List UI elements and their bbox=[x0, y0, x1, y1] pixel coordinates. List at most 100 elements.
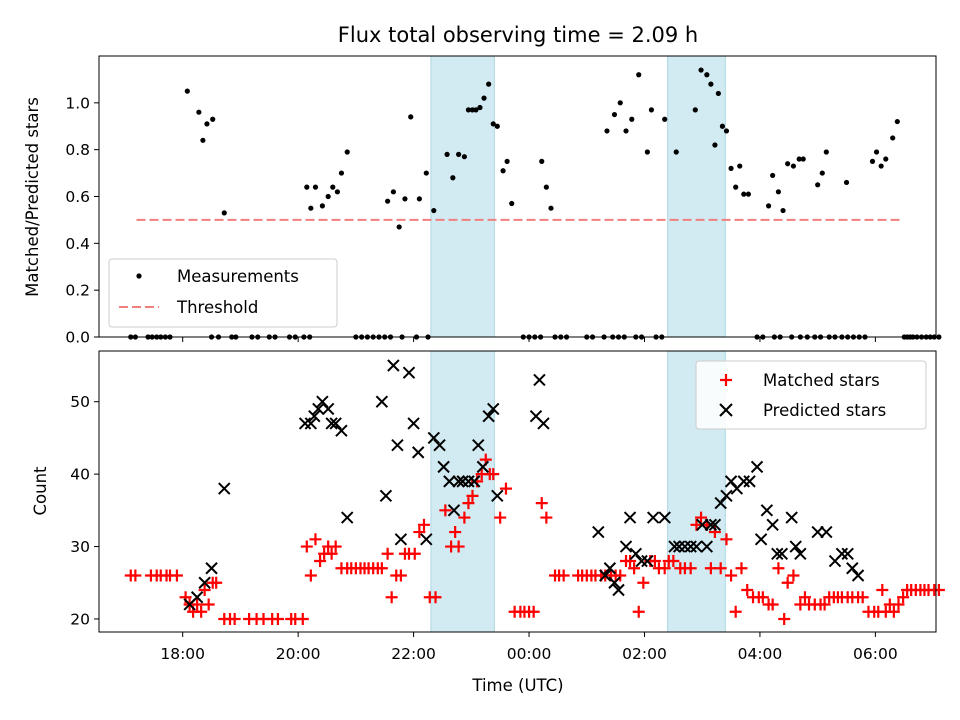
predicted-star-point bbox=[447, 504, 461, 517]
top-y-label: Matched/Predicted stars bbox=[23, 97, 42, 297]
legend-predicted-marker bbox=[719, 403, 733, 417]
predicted-star-point bbox=[794, 547, 807, 560]
measurement-point bbox=[330, 184, 336, 190]
measurement-point bbox=[423, 170, 429, 176]
measurement-point bbox=[648, 107, 655, 113]
shaded-interval bbox=[430, 350, 495, 633]
measurement-point bbox=[698, 67, 704, 73]
measurement-point bbox=[780, 207, 786, 214]
measurement-points bbox=[128, 67, 942, 340]
matched-star-point bbox=[818, 598, 831, 611]
matched-star-point bbox=[452, 540, 465, 553]
matched-star-point bbox=[557, 569, 570, 582]
predicted-star-point bbox=[646, 511, 660, 524]
predicted-star-point bbox=[482, 409, 495, 423]
measurement-point bbox=[692, 107, 698, 113]
predicted-star-point bbox=[603, 562, 617, 575]
measurement-point bbox=[344, 149, 350, 155]
x-axis-label: Time (UTC) bbox=[471, 676, 563, 695]
predicted-star-point bbox=[467, 475, 481, 488]
measurement-point bbox=[539, 158, 545, 164]
legend-matched-label: Matched stars bbox=[763, 371, 880, 390]
measurement-point bbox=[416, 196, 422, 202]
matched-star-point bbox=[658, 562, 671, 575]
measurement-point bbox=[509, 200, 515, 207]
matched-star-point bbox=[494, 511, 507, 524]
matched-star-point bbox=[129, 569, 142, 582]
measurement-point bbox=[704, 72, 710, 78]
x-tick-label: 02:00 bbox=[622, 645, 667, 663]
predicted-star-point bbox=[608, 576, 621, 589]
measurement-point bbox=[662, 116, 668, 122]
matched-star-point bbox=[329, 540, 342, 553]
measurement-point bbox=[611, 111, 618, 118]
measurement-point bbox=[221, 210, 227, 216]
predicted-star-point bbox=[668, 540, 681, 553]
measurement-point bbox=[402, 196, 408, 202]
matched-star-point bbox=[856, 591, 869, 604]
x-tick-label: 00:00 bbox=[507, 645, 552, 663]
predicted-star-point bbox=[623, 511, 637, 524]
measurement-point bbox=[204, 121, 210, 127]
measurement-point bbox=[196, 109, 202, 115]
matched-star-point bbox=[887, 605, 900, 618]
predicted-star-point bbox=[537, 417, 550, 430]
predicted-star-point bbox=[394, 533, 408, 546]
measurement-point bbox=[775, 189, 782, 195]
predicted-star-point bbox=[437, 460, 450, 474]
matched-star-point bbox=[897, 591, 910, 604]
matched-star-point bbox=[684, 562, 697, 575]
matched-star-point bbox=[385, 591, 398, 604]
measurement-point bbox=[456, 151, 462, 157]
top-y-ticks: 0.0 0.2 0.4 0.6 0.8 1.0 bbox=[65, 94, 99, 347]
top-legend: Measurements Threshold bbox=[108, 258, 338, 328]
measurement-point bbox=[450, 175, 456, 181]
matched-star-point bbox=[535, 497, 548, 510]
bottom-y-tick-label: 20 bbox=[70, 610, 90, 628]
matched-star-point bbox=[735, 562, 748, 575]
measurement-point bbox=[741, 191, 747, 197]
measurement-point bbox=[617, 100, 623, 106]
measurement-point bbox=[431, 207, 437, 214]
measurement-point bbox=[477, 104, 483, 111]
bottom-y-tick-label: 30 bbox=[70, 538, 90, 556]
matched-star-point bbox=[191, 598, 204, 611]
matched-star-point bbox=[781, 576, 794, 589]
matched-star-point bbox=[720, 533, 733, 546]
measurement-point bbox=[843, 179, 850, 186]
measurement-point bbox=[715, 90, 721, 97]
measurement-point bbox=[796, 156, 802, 162]
legend-threshold-label: Threshold bbox=[176, 298, 258, 317]
measurement-point bbox=[504, 158, 510, 164]
predicted-star-point bbox=[420, 533, 433, 546]
predicted-star-point bbox=[476, 460, 490, 474]
measurement-point bbox=[728, 165, 734, 171]
measurement-point bbox=[800, 156, 806, 162]
top-panel: 0.0 0.2 0.4 0.6 0.8 1.0 Matched/Predicted sta… bbox=[23, 55, 942, 347]
matched-star-point bbox=[487, 468, 500, 481]
matched-star-point bbox=[375, 562, 388, 575]
measurement-point bbox=[770, 172, 776, 179]
bottom-y-tick-label: 50 bbox=[70, 393, 90, 411]
matched-star-point bbox=[170, 569, 183, 582]
predicted-star-point bbox=[841, 547, 854, 560]
measurement-point bbox=[490, 121, 496, 127]
measurement-point bbox=[823, 149, 829, 155]
measurement-point bbox=[334, 189, 341, 195]
matched-star-point bbox=[449, 526, 462, 539]
matched-star-point bbox=[729, 605, 742, 618]
predicted-star-point bbox=[407, 417, 420, 430]
predicted-star-point bbox=[205, 562, 218, 575]
predicted-star-point bbox=[443, 475, 456, 488]
predicted-stars-points bbox=[183, 359, 865, 611]
predicted-star-point bbox=[412, 446, 425, 459]
predicted-star-point bbox=[708, 518, 722, 532]
measurement-point bbox=[815, 182, 821, 188]
predicted-star-point bbox=[335, 424, 348, 437]
predicted-star-point bbox=[700, 540, 714, 553]
predicted-star-point bbox=[592, 525, 605, 539]
top-y-tick-label: 0.0 bbox=[65, 329, 90, 347]
matched-star-point bbox=[499, 482, 512, 495]
predicted-star-point bbox=[704, 518, 718, 532]
top-shaded-intervals bbox=[430, 55, 726, 338]
